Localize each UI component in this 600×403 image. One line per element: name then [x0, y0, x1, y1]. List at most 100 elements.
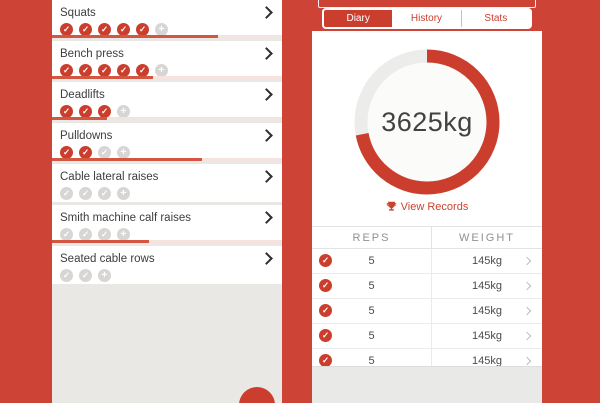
exercise-item[interactable]: Bench press ✓ ✓ ✓ ✓ ✓ + [52, 41, 282, 79]
set-status-done-icon[interactable]: ✓ [98, 23, 111, 36]
total-weight-ring [354, 49, 500, 195]
set-status-done-icon[interactable]: ✓ [60, 146, 73, 159]
chevron-right-icon [260, 211, 273, 224]
chevron-right-icon [522, 281, 532, 291]
reps-column-header: REPS [312, 227, 432, 248]
chevron-right-icon [522, 306, 532, 316]
set-row[interactable]: ✓ 5 145kg [312, 299, 542, 324]
diary-screen: Diary History Stats 3625kg View Records RE… [312, 0, 542, 403]
tab-history[interactable]: History [392, 10, 462, 27]
exercise-progress-fill [52, 35, 218, 38]
set-dots: ✓ ✓ + [60, 269, 274, 282]
exercise-row-top: Deadlifts [60, 87, 274, 102]
add-set-icon[interactable]: + [117, 146, 130, 159]
exercise-row-top: Smith machine calf raises [60, 210, 274, 225]
set-weight-value: 145kg [472, 355, 502, 367]
set-status-done-icon[interactable]: ✓ [60, 64, 73, 77]
exercise-item[interactable]: Squats ✓ ✓ ✓ ✓ ✓ + [52, 0, 282, 38]
exercise-progress-fill [52, 158, 202, 161]
set-status-pending-icon[interactable]: ✓ [98, 146, 111, 159]
exercise-name: Bench press [60, 47, 124, 60]
set-done-icon: ✓ [319, 354, 332, 367]
tab-diary[interactable]: Diary [324, 10, 393, 27]
set-status-done-icon[interactable]: ✓ [117, 64, 130, 77]
set-status-done-icon[interactable]: ✓ [136, 23, 149, 36]
set-status-done-icon[interactable]: ✓ [117, 23, 130, 36]
set-status-pending-icon[interactable]: ✓ [79, 228, 92, 241]
set-status-pending-icon[interactable]: ✓ [98, 228, 111, 241]
set-weight-cell: 145kg [432, 249, 542, 273]
set-status-pending-icon[interactable]: ✓ [98, 187, 111, 200]
set-reps-value: 5 [312, 249, 432, 273]
set-row[interactable]: ✓ 5 145kg [312, 324, 542, 349]
view-records-link[interactable]: View Records [312, 200, 542, 213]
set-dots: ✓ ✓ ✓ ✓ ✓ + [60, 23, 274, 36]
set-status-done-icon[interactable]: ✓ [79, 23, 92, 36]
exercise-item[interactable]: Seated cable rows ✓ ✓ + [52, 246, 282, 284]
set-status-done-icon[interactable]: ✓ [79, 105, 92, 118]
exercise-progress-bar [52, 240, 282, 243]
set-done-icon: ✓ [319, 254, 332, 267]
add-set-icon[interactable]: + [117, 187, 130, 200]
set-status-done-icon[interactable]: ✓ [98, 105, 111, 118]
set-weight-cell: 145kg [432, 274, 542, 298]
exercise-row-top: Squats [60, 5, 274, 20]
set-status-pending-icon[interactable]: ✓ [60, 228, 73, 241]
add-set-icon[interactable]: + [117, 228, 130, 241]
tab-stats[interactable]: Stats [461, 10, 530, 27]
set-weight-value: 145kg [472, 255, 502, 267]
set-dots: ✓ ✓ ✓ + [60, 105, 274, 118]
exercise-name: Squats [60, 6, 96, 19]
chevron-right-icon [522, 331, 532, 341]
set-status-done-icon[interactable]: ✓ [60, 105, 73, 118]
set-dots: ✓ ✓ ✓ + [60, 228, 274, 241]
set-status-pending-icon[interactable]: ✓ [79, 269, 92, 282]
exercise-item[interactable]: Deadlifts ✓ ✓ ✓ + [52, 82, 282, 120]
set-status-pending-icon[interactable]: ✓ [60, 187, 73, 200]
set-row[interactable]: ✓ 5 145kg [312, 274, 542, 299]
set-status-done-icon[interactable]: ✓ [79, 64, 92, 77]
set-status-pending-icon[interactable]: ✓ [79, 187, 92, 200]
set-status-done-icon[interactable]: ✓ [98, 64, 111, 77]
set-status-done-icon[interactable]: ✓ [136, 64, 149, 77]
exercise-name: Smith machine calf raises [60, 211, 192, 224]
add-exercise-fab[interactable] [239, 387, 275, 403]
set-row[interactable]: ✓ 5 145kg [312, 249, 542, 274]
set-done-icon: ✓ [319, 304, 332, 317]
exercise-item[interactable]: Cable lateral raises ✓ ✓ ✓ + [52, 164, 282, 202]
set-reps-value: 5 [312, 274, 432, 298]
toolbar: Diary History Stats [312, 0, 542, 31]
exercise-item[interactable]: Pulldowns ✓ ✓ ✓ + [52, 123, 282, 161]
chevron-right-icon [522, 356, 532, 366]
set-reps-value: 5 [312, 299, 432, 323]
add-set-icon[interactable]: + [155, 23, 168, 36]
exercise-row-top: Bench press [60, 46, 274, 61]
set-status-done-icon[interactable]: ✓ [79, 146, 92, 159]
exercise-progress-fill [52, 117, 108, 120]
set-status-done-icon[interactable]: ✓ [60, 23, 73, 36]
set-weight-value: 145kg [472, 330, 502, 342]
add-set-icon[interactable]: + [98, 269, 111, 282]
workout-list-screen: Squats ✓ ✓ ✓ ✓ ✓ + Bench press ✓ ✓ ✓ ✓ ✓ + Deadlif… [52, 0, 282, 403]
diary-footer-area [312, 366, 542, 403]
set-weight-cell: 145kg [432, 299, 542, 323]
view-records-label: View Records [400, 200, 469, 213]
exercise-name: Deadlifts [60, 88, 105, 101]
chevron-right-icon [260, 129, 273, 142]
exercise-item[interactable]: Smith machine calf raises ✓ ✓ ✓ + [52, 205, 282, 243]
toolbar-peek-bar [318, 0, 536, 8]
set-weight-cell: 145kg [432, 324, 542, 348]
set-done-icon: ✓ [319, 329, 332, 342]
set-weight-value: 145kg [472, 280, 502, 292]
exercise-name: Pulldowns [60, 129, 113, 142]
exercise-row-top: Cable lateral raises [60, 169, 274, 184]
exercise-progress-bar [52, 117, 282, 120]
set-status-pending-icon[interactable]: ✓ [60, 269, 73, 282]
chevron-right-icon [260, 88, 273, 101]
add-set-icon[interactable]: + [117, 105, 130, 118]
trophy-icon [386, 201, 396, 211]
exercise-row-top: Seated cable rows [60, 251, 274, 266]
exercise-name: Cable lateral raises [60, 170, 159, 183]
add-set-icon[interactable]: + [155, 64, 168, 77]
